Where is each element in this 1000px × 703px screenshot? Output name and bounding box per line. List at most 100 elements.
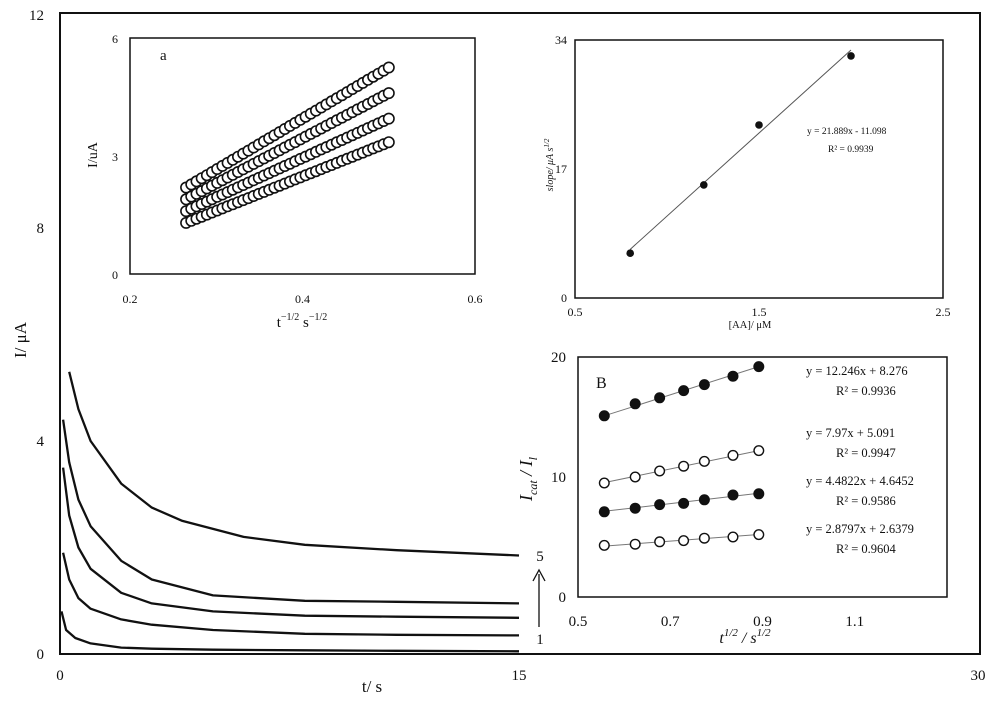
inset-b-point bbox=[727, 489, 739, 501]
inset-b-point bbox=[654, 392, 666, 404]
inset-b-point bbox=[629, 398, 641, 410]
inset-a-plot bbox=[180, 61, 395, 229]
inset-slope-point bbox=[700, 181, 708, 189]
inset-b-point bbox=[698, 494, 710, 506]
inset-slope-x-axis-label: [AA]/ μM bbox=[729, 320, 772, 331]
inset-b-equation: y = 12.246x + 8.276 bbox=[806, 364, 908, 378]
inset-slope-y-axis-label: slope/ μA s1/2 bbox=[543, 138, 556, 191]
main-y-tick-label: 8 bbox=[37, 221, 45, 237]
inset-a-panel-label: a bbox=[160, 48, 167, 64]
inset-b-y-tick-label: 10 bbox=[551, 470, 566, 486]
inset-b-r2: R² = 0.9936 bbox=[836, 384, 896, 398]
inset-slope-background bbox=[575, 40, 943, 298]
inset-b-r2: R² = 0.9604 bbox=[836, 542, 897, 556]
inset-slope-point bbox=[755, 121, 763, 129]
main-y-tick-label: 4 bbox=[37, 434, 45, 450]
inset-b-r2: R² = 0.9947 bbox=[836, 446, 896, 460]
main-x-tick-label: 15 bbox=[512, 668, 527, 684]
inset-b-point bbox=[727, 370, 739, 382]
current-curve-5 bbox=[68, 371, 520, 557]
inset-slope-tick-labels: 0.5 1.5 2.5 0 17 34 bbox=[555, 33, 951, 319]
inset-b-point bbox=[598, 477, 610, 489]
inset-b-point bbox=[654, 499, 666, 511]
main-y-axis-label: I/ μA bbox=[11, 321, 30, 358]
main-plot-frame bbox=[59, 12, 981, 655]
inset-slope-y-tick-label: 34 bbox=[555, 33, 567, 47]
up-arrow-icon bbox=[532, 568, 546, 627]
inset-slope-point bbox=[847, 52, 855, 60]
inset-b-x-tick-label: 0.7 bbox=[661, 614, 680, 630]
inset-b-equation: y = 4.4822x + 4.6452 bbox=[806, 474, 914, 488]
inset-slope-y-tick-label: 17 bbox=[555, 162, 567, 176]
inset-b-point bbox=[654, 536, 666, 548]
inset-a-point bbox=[382, 112, 395, 125]
inset-b-x-tick-label: 0.5 bbox=[569, 614, 588, 630]
inset-b-point bbox=[753, 445, 765, 457]
inset-b-x-tick-label: 0.9 bbox=[753, 614, 772, 630]
inset-b-point bbox=[698, 455, 710, 467]
inset-b-point bbox=[598, 410, 610, 422]
inset-b-point bbox=[727, 449, 739, 461]
inset-b-y-axis-label: Icat / Il bbox=[516, 456, 540, 502]
inset-slope-trendline bbox=[629, 49, 852, 250]
inset-a-x-axis-label: t−1/2 s−1/2 bbox=[277, 312, 328, 331]
inset-b-point bbox=[678, 460, 690, 472]
inset-slope-equation: y = 21.889x - 11.098 bbox=[807, 127, 887, 137]
inset-b-point bbox=[727, 531, 739, 543]
curve-label-5: 5 bbox=[536, 549, 544, 565]
inset-b-point bbox=[753, 361, 765, 373]
inset-b-plot bbox=[598, 361, 765, 551]
inset-b-y-tick-label: 0 bbox=[559, 590, 567, 606]
inset-b-equations: y = 12.246x + 8.276 R² = 0.9936 y = 7.97x … bbox=[806, 364, 914, 556]
inset-slope-r2: R² = 0.9939 bbox=[828, 145, 874, 155]
inset-b-point bbox=[629, 502, 641, 514]
inset-b-point bbox=[598, 539, 610, 551]
inset-a-x-tick-label: 0.4 bbox=[295, 292, 310, 306]
inset-a-point bbox=[382, 136, 395, 149]
inset-b-equation: y = 2.8797x + 2.6379 bbox=[806, 522, 914, 536]
inset-slope-frame bbox=[574, 39, 944, 299]
inset-a-y-tick-label: 6 bbox=[112, 32, 118, 46]
inset-slope-plot bbox=[626, 49, 855, 258]
current-curve-2 bbox=[61, 552, 520, 637]
inset-b-point bbox=[678, 497, 690, 509]
inset-a-x-tick-label: 0.2 bbox=[123, 292, 138, 306]
curve-label-1: 1 bbox=[536, 632, 544, 648]
inset-b-point bbox=[698, 379, 710, 391]
inset-a-point bbox=[382, 61, 395, 74]
inset-a-frame bbox=[129, 37, 476, 275]
main-x-axis-label: t/ s bbox=[362, 677, 382, 696]
inset-b-equation: y = 7.97x + 5.091 bbox=[806, 426, 895, 440]
inset-b-point bbox=[654, 465, 666, 477]
inset-slope-point bbox=[626, 249, 634, 258]
inset-a-point bbox=[382, 87, 395, 100]
inset-a-y-tick-label: 0 bbox=[112, 268, 118, 282]
inset-slope-x-tick-label: 1.5 bbox=[752, 305, 767, 319]
current-curve-4 bbox=[61, 419, 520, 605]
inset-a-y-tick-label: 3 bbox=[112, 150, 118, 164]
inset-slope-y-tick-label: 0 bbox=[561, 291, 567, 305]
inset-b-tick-labels: 0.5 0.7 0.9 1.1 0 10 20 bbox=[551, 350, 864, 630]
inset-b-r2: R² = 0.9586 bbox=[836, 494, 896, 508]
inset-a-y-axis-label: I/uA bbox=[86, 141, 101, 168]
inset-b-point bbox=[753, 529, 765, 541]
inset-b-point bbox=[678, 535, 690, 547]
inset-slope-x-tick-label: 0.5 bbox=[568, 305, 583, 319]
inset-b-point bbox=[629, 471, 641, 483]
main-y-tick-label: 12 bbox=[29, 8, 44, 24]
current-curve-3 bbox=[61, 467, 520, 619]
inset-b-point bbox=[678, 385, 690, 397]
inset-b-x-tick-label: 1.1 bbox=[845, 614, 864, 630]
inset-b-x-axis-label: t1/2 / s1/2 bbox=[719, 627, 771, 647]
inset-b-point bbox=[629, 538, 641, 550]
inset-slope-x-tick-label: 2.5 bbox=[936, 305, 951, 319]
inset-b-point bbox=[753, 488, 765, 500]
main-x-tick-label: 0 bbox=[56, 668, 64, 684]
inset-b-y-tick-label: 20 bbox=[551, 350, 566, 366]
inset-b-panel-label: B bbox=[596, 375, 607, 392]
main-y-tick-label: 0 bbox=[37, 647, 45, 663]
inset-b-point bbox=[598, 506, 610, 518]
inset-b-frame bbox=[577, 356, 948, 598]
